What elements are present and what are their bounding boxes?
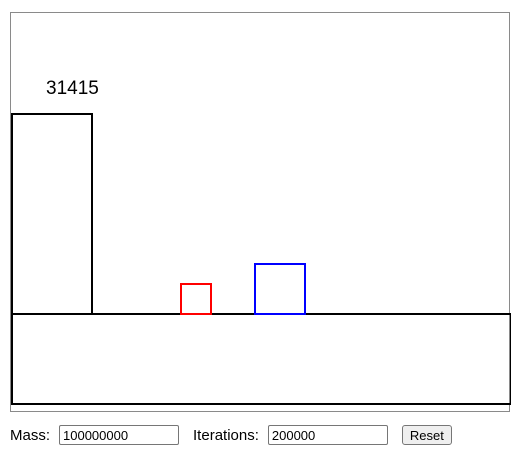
controls-bar: Mass: Iterations: Reset [10, 424, 452, 446]
floor [11, 313, 511, 405]
wall [11, 113, 93, 315]
iterations-label: Iterations: [193, 426, 259, 444]
large-block [254, 263, 306, 315]
simulation-canvas: 31415 [10, 12, 511, 412]
collision-count: 31415 [46, 78, 99, 99]
mass-label: Mass: [10, 426, 51, 444]
mass-input[interactable] [59, 425, 180, 445]
simulation-drawing: 31415 [11, 78, 511, 405]
reset-button[interactable]: Reset [401, 425, 452, 445]
iterations-input[interactable] [267, 425, 388, 445]
small-block [180, 283, 212, 315]
